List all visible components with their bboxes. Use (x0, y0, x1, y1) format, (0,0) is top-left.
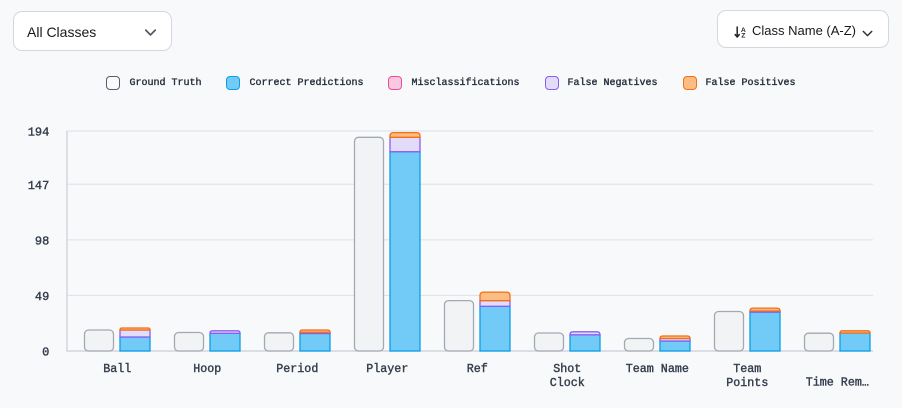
svg-text:Ref: Ref (467, 362, 488, 376)
svg-text:Shot: Shot (553, 362, 581, 376)
svg-text:Team Name: Team Name (626, 362, 689, 376)
svg-text:Time Rem…: Time Rem… (806, 376, 869, 390)
svg-text:Period: Period (276, 362, 318, 376)
svg-text:Clock: Clock (550, 376, 585, 390)
svg-text:Team: Team (733, 362, 761, 376)
svg-text:Points: Points (726, 376, 768, 390)
svg-text:Z: Z (741, 33, 745, 40)
svg-text:98: 98 (35, 234, 49, 248)
svg-text:49: 49 (35, 290, 49, 304)
svg-text:A: A (740, 27, 745, 34)
svg-text:Player: Player (366, 362, 408, 376)
svg-text:0: 0 (42, 346, 49, 360)
svg-text:194: 194 (28, 126, 50, 140)
svg-text:147: 147 (28, 179, 50, 193)
svg-text:Ball: Ball (103, 362, 131, 376)
svg-text:Hoop: Hoop (193, 362, 221, 376)
